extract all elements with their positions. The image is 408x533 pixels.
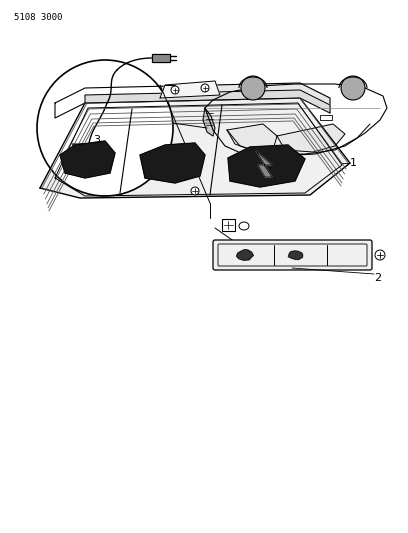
Ellipse shape [239,222,249,230]
Polygon shape [60,141,115,178]
Bar [320,115,332,120]
Polygon shape [85,90,330,113]
Polygon shape [160,81,220,98]
Text: 3: 3 [93,135,100,145]
Circle shape [37,60,173,196]
Polygon shape [152,54,170,62]
Polygon shape [227,124,277,152]
Text: 5108 3000: 5108 3000 [14,13,62,22]
Text: 2: 2 [375,273,381,283]
Circle shape [87,145,97,155]
Circle shape [341,76,365,100]
Circle shape [171,86,179,94]
Circle shape [201,84,209,92]
Circle shape [375,250,385,260]
Polygon shape [55,83,330,118]
Polygon shape [236,250,253,260]
Circle shape [191,187,199,195]
Bar [222,219,235,231]
Text: 1: 1 [350,158,357,168]
Polygon shape [73,144,101,160]
Polygon shape [140,143,205,183]
Polygon shape [277,124,345,152]
Polygon shape [256,151,272,177]
Circle shape [241,76,265,100]
Polygon shape [289,250,303,259]
FancyBboxPatch shape [213,240,372,270]
Polygon shape [203,108,215,136]
Circle shape [76,144,88,156]
Polygon shape [40,98,350,198]
Polygon shape [228,145,305,187]
